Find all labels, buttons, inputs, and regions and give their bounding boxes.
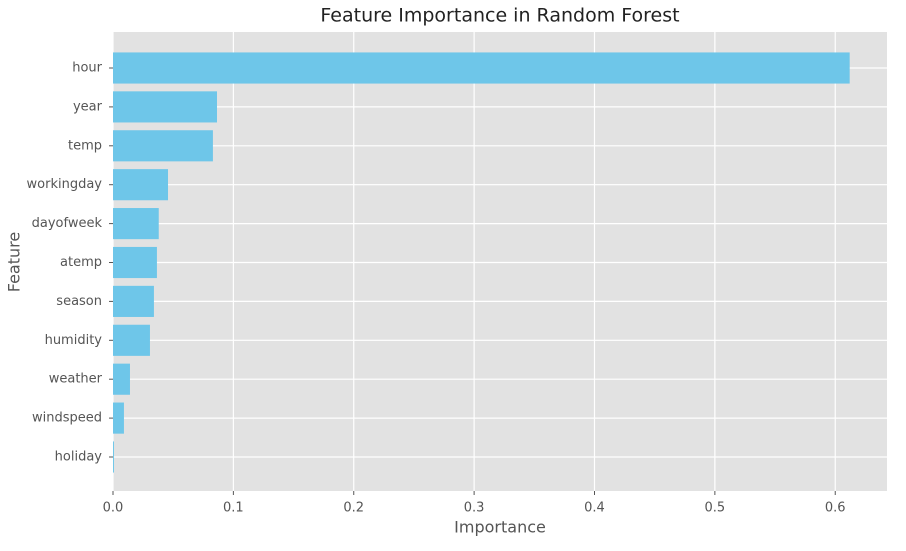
x-tick-label: 0.1 [223,501,244,516]
x-tick-label: 0.5 [705,501,726,516]
bar [113,441,114,473]
bar [113,402,124,434]
bar [113,246,157,279]
y-tick-label: humidity [45,333,103,348]
x-tick-label: 0.4 [584,501,605,516]
bar [113,208,159,240]
y-tick-label: hour [72,61,102,76]
x-tick-label: 0.6 [825,501,846,516]
y-tick-label: season [56,294,102,309]
x-axis-label: Importance [454,518,546,537]
y-tick-label: windspeed [32,411,102,426]
y-tick-label: workingday [27,177,103,192]
y-tick-label: holiday [55,450,103,465]
bar [113,130,213,162]
plot-background [113,32,887,491]
y-tick-label: atemp [60,255,102,270]
bar [113,169,169,201]
y-tick-label: weather [49,372,103,387]
x-tick-label: 0.0 [103,501,124,516]
chart-title: Feature Importance in Random Forest [320,5,679,27]
x-tick-label: 0.3 [464,501,485,516]
bar [113,324,150,356]
y-tick-label: temp [68,138,102,153]
bar [113,91,218,123]
x-tick-label: 0.2 [343,501,364,516]
bar [113,363,130,395]
y-tick-label: dayofweek [32,216,103,231]
bar [113,52,850,84]
bar [113,285,154,317]
y-axis-label: Feature [5,232,24,292]
y-tick-label: year [73,99,103,114]
